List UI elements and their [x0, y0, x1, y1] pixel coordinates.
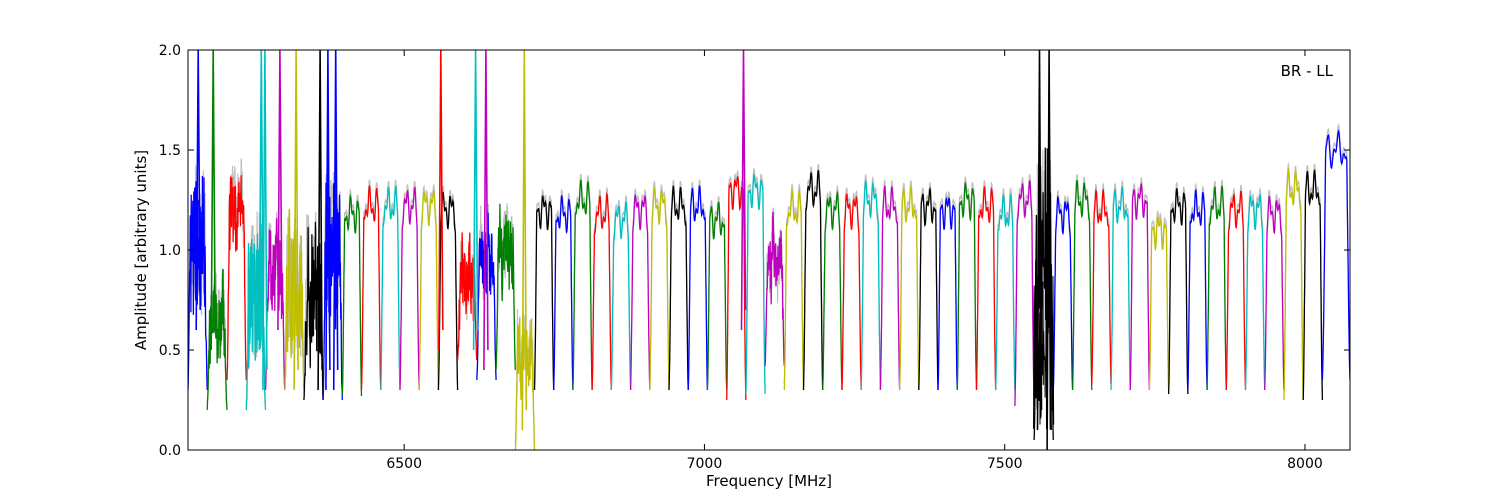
spectral-window-17	[514, 315, 536, 450]
spectral-window-40	[956, 181, 978, 391]
spectral-window-55	[1244, 194, 1266, 391]
spectral-window-23	[629, 194, 651, 391]
spectral-window-37	[898, 186, 920, 391]
spectral-window-27	[706, 201, 728, 391]
spectral-window-29	[745, 173, 766, 395]
x-tick-label: 7500	[987, 456, 1023, 472]
spectral-window-53	[1206, 185, 1227, 391]
tick-layer: 6500 7000 7500 8000 0.0 0.5 1.0 1.5 2.0	[159, 43, 1350, 472]
rfi-spike-8	[332, 50, 339, 391]
spectral-window-45	[1052, 195, 1074, 391]
x-tick-label: 8000	[1287, 456, 1323, 472]
rfi-spike-5	[293, 50, 299, 391]
y-tick-label: 1.0	[159, 243, 181, 259]
spectral-window-8	[341, 193, 363, 397]
spectral-window-38	[918, 186, 939, 391]
rfi-spike-0	[195, 50, 201, 331]
x-axis-label: Frequency [MHz]	[706, 472, 832, 490]
spectral-window-58	[1302, 169, 1324, 401]
spectral-window-57	[1283, 167, 1304, 401]
rfi-spike-14	[1036, 50, 1043, 431]
spectral-window-39	[937, 196, 958, 391]
rfi-spike-2	[258, 50, 265, 351]
spectral-window-25	[668, 185, 689, 391]
rfi-spike-13	[740, 50, 747, 331]
spectral-window-11	[399, 186, 420, 391]
rfi-spike-4	[277, 50, 283, 331]
spectral-window-48	[1110, 186, 1131, 391]
spectral-window-56	[1264, 195, 1285, 391]
spectral-window-43	[1014, 180, 1035, 407]
reference-trace-50	[1148, 210, 1170, 385]
spectral-window-31	[783, 188, 805, 391]
reference-trace-39	[937, 191, 958, 385]
x-tick-label: 6500	[386, 456, 422, 472]
rfi-spike-11	[483, 50, 489, 371]
reference-trace-29	[745, 167, 766, 389]
spectral-window-4	[264, 218, 286, 391]
spectral-window-9	[360, 184, 382, 391]
spectral-window-18	[533, 195, 555, 391]
spectral-window-24	[649, 187, 670, 391]
y-tick-label: 0.0	[159, 443, 181, 459]
y-tick-label: 2.0	[159, 43, 181, 59]
spectral-window-35	[860, 180, 882, 391]
rfi-spike-9	[438, 50, 444, 351]
spectral-window-47	[1091, 188, 1112, 385]
spectral-window-12	[418, 189, 440, 391]
spectral-window-46	[1071, 180, 1093, 391]
spectral-window-32	[802, 170, 824, 391]
rfi-spike-10	[472, 50, 479, 351]
rfi-spike-3	[262, 50, 268, 391]
panel-annotation: BR - LL	[1281, 62, 1334, 80]
spectral-window-26	[687, 184, 709, 391]
spectral-window-15	[476, 212, 497, 381]
spectral-window-34	[841, 193, 862, 391]
y-axis-label: Amplitude [arbitrary units]	[132, 150, 150, 350]
series-layer	[188, 50, 1350, 450]
rfi-spike-6	[317, 50, 323, 391]
reference-trace-18	[533, 189, 555, 385]
spectral-window-52	[1187, 188, 1208, 391]
spectral-window-49	[1129, 182, 1151, 391]
y-tick-label: 0.5	[159, 343, 181, 359]
spectral-window-33	[822, 190, 843, 391]
rfi-spike-12	[521, 50, 528, 431]
spectral-window-10	[380, 185, 401, 391]
reference-trace-49	[1129, 176, 1150, 385]
spectral-window-59	[1321, 128, 1350, 381]
spectral-window-16	[495, 203, 516, 371]
spectral-window-19	[553, 195, 574, 391]
spectral-window-6	[303, 221, 324, 401]
y-tick-label: 1.5	[159, 143, 181, 159]
rfi-noise-burst	[1033, 260, 1055, 430]
spectral-window-36	[879, 185, 901, 391]
spectral-window-20	[572, 179, 593, 391]
spectral-window-2	[226, 175, 247, 381]
spectral-window-1	[206, 268, 228, 411]
spectral-window-41	[975, 186, 997, 391]
spectral-window-30	[764, 211, 785, 367]
spectral-window-50	[1148, 216, 1170, 391]
rfi-spike-1	[210, 50, 216, 351]
spectral-window-3	[245, 223, 267, 411]
rfi-spike-7	[325, 50, 331, 391]
spectral-window-51	[1167, 188, 1189, 395]
spectral-window-42	[995, 192, 1016, 391]
spectral-window-22	[610, 201, 632, 391]
spectral-window-21	[591, 191, 613, 391]
x-tick-label: 7000	[687, 456, 723, 472]
spectral-window-54	[1225, 190, 1247, 391]
